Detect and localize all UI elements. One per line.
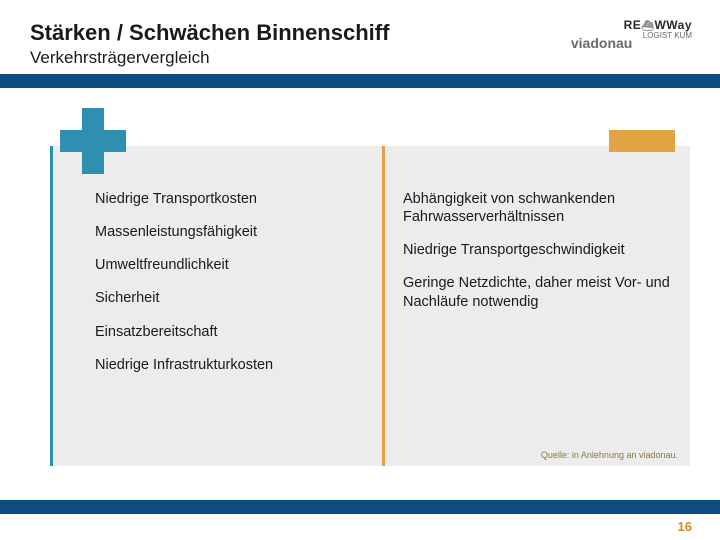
newway-logo: RE⛴WWay bbox=[571, 18, 692, 32]
comparison-panel: Niedrige Transportkosten Massenleistungs… bbox=[50, 146, 690, 466]
strength-item: Niedrige Transportkosten bbox=[95, 190, 364, 208]
source-citation: Quelle: in Anlehnung an viadonau. bbox=[541, 450, 678, 460]
strength-item: Massenleistungsfähigkeit bbox=[95, 223, 364, 241]
strength-item: Niedrige Infrastrukturkosten bbox=[95, 356, 364, 374]
page-number: 16 bbox=[678, 519, 692, 534]
weakness-item: Abhängigkeit von schwankenden Fahrwasser… bbox=[403, 190, 672, 226]
slide-header: Stärken / Schwächen Binnenschiff Verkehr… bbox=[0, 0, 720, 74]
plus-horizontal bbox=[60, 130, 126, 152]
strength-item: Sicherheit bbox=[95, 289, 364, 307]
footer-divider-bar bbox=[0, 500, 720, 514]
plus-icon bbox=[60, 108, 126, 174]
logo-area: RE⛴WWay viadonau LOGIST KUM bbox=[571, 18, 692, 53]
logist-logo: LOGIST KUM bbox=[643, 32, 692, 40]
minus-icon bbox=[609, 130, 675, 152]
strengths-column: Niedrige Transportkosten Massenleistungs… bbox=[50, 146, 382, 466]
weakness-item: Niedrige Transportgeschwindigkeit bbox=[403, 241, 672, 259]
weaknesses-column: Abhängigkeit von schwankenden Fahrwasser… bbox=[382, 146, 690, 466]
strength-item: Einsatzbereitschaft bbox=[95, 323, 364, 341]
header-divider-bar bbox=[0, 74, 720, 88]
strength-item: Umweltfreundlichkeit bbox=[95, 256, 364, 274]
newway-right: WWay bbox=[654, 18, 692, 32]
viadonau-logo: viadonau bbox=[571, 35, 632, 51]
weakness-item: Geringe Netzdichte, daher meist Vor- und… bbox=[403, 274, 672, 310]
newway-left: RE bbox=[624, 18, 642, 32]
logo-row: viadonau LOGIST KUM bbox=[571, 32, 692, 53]
